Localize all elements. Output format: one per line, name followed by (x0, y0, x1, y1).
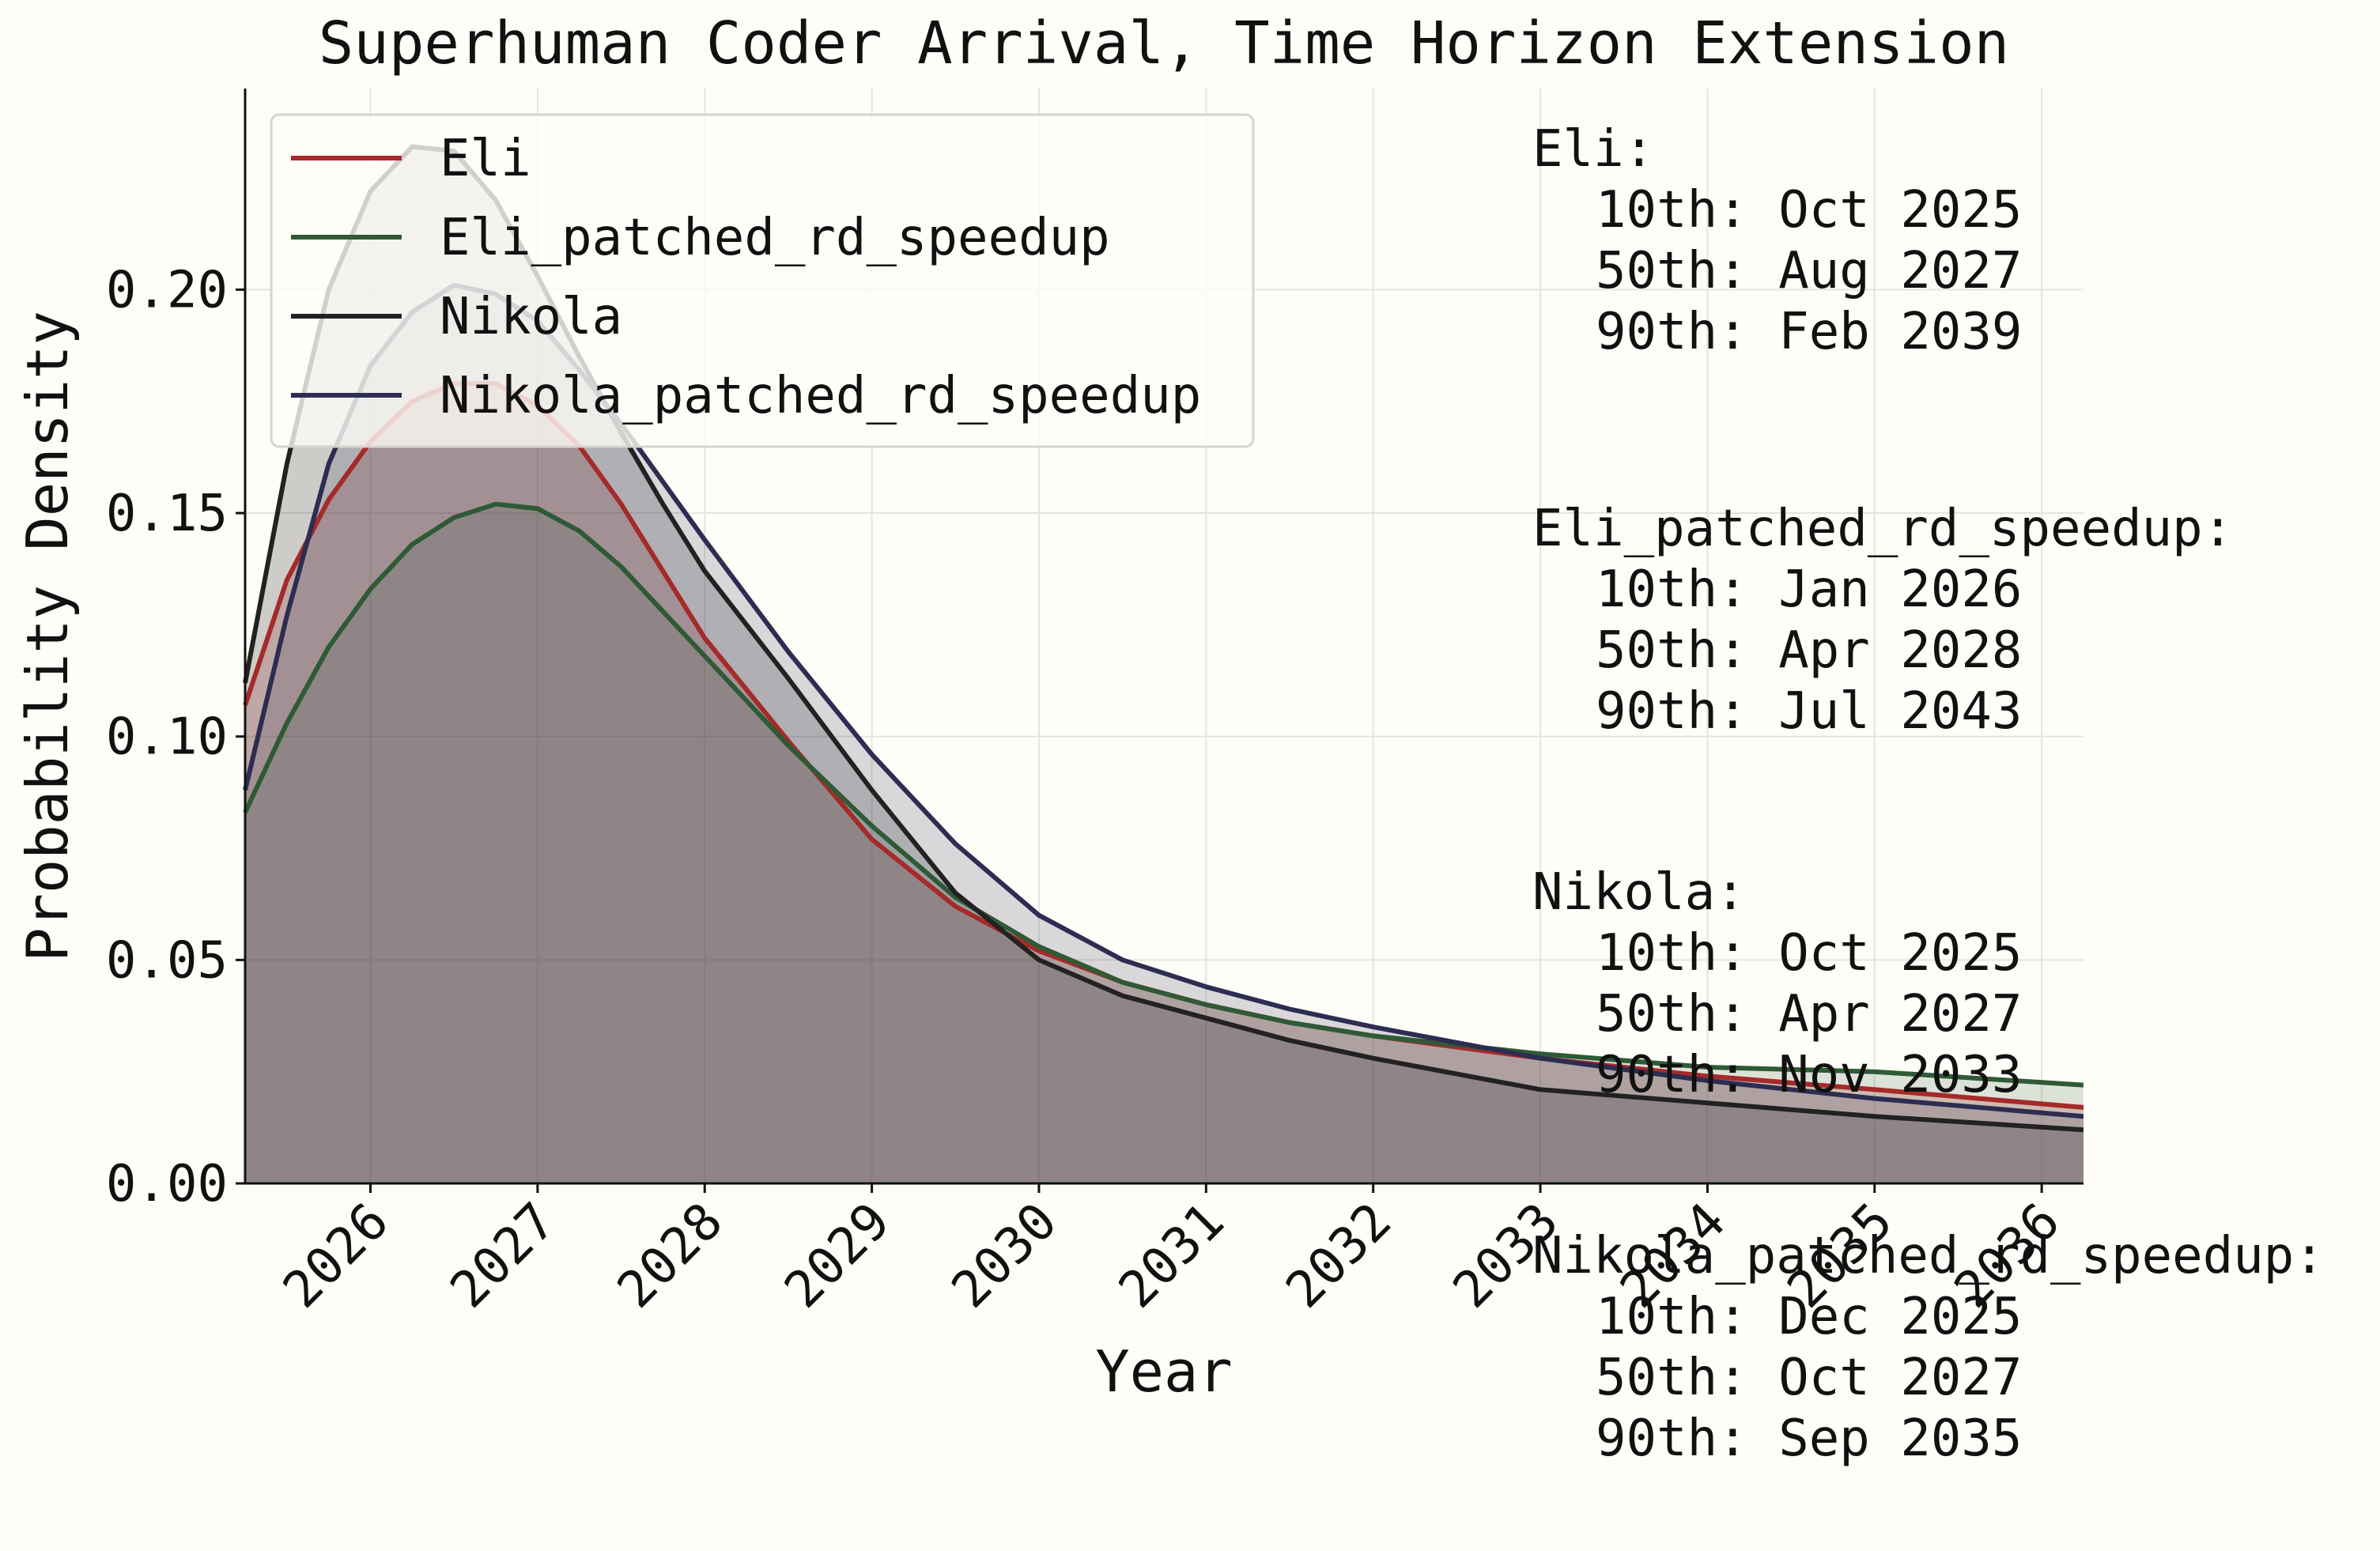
x-tick-label: 2031 (1108, 1192, 1235, 1319)
x-axis-label: Year (1095, 1338, 1232, 1405)
annotation-p10: 10th: Oct 2025 (1596, 181, 2022, 240)
annotation-p50: 50th: Apr 2027 (1596, 985, 2022, 1043)
annotation-label: Eli_patched_rd_speedup: (1532, 500, 2233, 558)
series-area-3 (245, 285, 2083, 1184)
annotation-p50: 50th: Aug 2027 (1596, 242, 2022, 300)
legend-entry: Nikola_patched_rd_speedup (440, 367, 1201, 425)
legend-entry: Eli (440, 130, 531, 188)
x-tick-label: 2029 (774, 1192, 901, 1319)
y-tick-label: 0.15 (106, 485, 228, 543)
y-tick-label: 0.00 (106, 1155, 228, 1213)
annotation-label: Nikola: (1532, 863, 1746, 922)
annotation-p50: 50th: Apr 2028 (1596, 621, 2022, 680)
legend: Eli Eli_patched_rd_speedup Nikola Nikola_pa… (270, 113, 1255, 448)
y-tick-label: 0.05 (106, 931, 228, 990)
annotation-p50: 50th: Oct 2027 (1596, 1349, 2022, 1407)
series-line-1 (243, 501, 2084, 1088)
x-tick-label: 2026 (273, 1192, 400, 1319)
annotation-label: Eli: (1532, 120, 1654, 179)
legend-entry: Eli_patched_rd_speedup (440, 209, 1110, 267)
annotation-p10: 10th: Dec 2025 (1596, 1288, 2022, 1346)
annotation-p10: 10th: Oct 2025 (1596, 924, 2022, 983)
annotation-p10: 10th: Jan 2026 (1596, 560, 2022, 619)
annotation-p90: 90th: Nov 2033 (1596, 1046, 2022, 1104)
legend-entry: Nikola (440, 288, 622, 346)
series-area-0 (245, 383, 2083, 1184)
x-tick-label: 2030 (941, 1192, 1068, 1319)
legend-box (270, 113, 1255, 448)
x-tick-label: 2032 (1275, 1192, 1403, 1319)
series-area-2 (245, 146, 2083, 1183)
series-areas (245, 146, 2083, 1184)
annotation-p90: 90th: Jul 2043 (1596, 682, 2022, 741)
annotation-label: Nikola_patched_rd_speedup: (1532, 1227, 2325, 1285)
x-tick-label: 2027 (440, 1192, 567, 1319)
y-axis-label: Probability Density (14, 311, 81, 962)
y-tick-label: 0.20 (106, 261, 228, 319)
y-tick-label: 0.10 (106, 708, 228, 767)
annotation-p90: 90th: Sep 2035 (1596, 1409, 2022, 1468)
series-area-1 (245, 504, 2083, 1183)
chart-title: Superhuman Coder Arrival, Time Horizon E… (319, 9, 2009, 77)
x-tick-label: 2028 (606, 1192, 734, 1319)
y-ticks: 0.00 0.05 0.10 0.15 0.20 (106, 261, 245, 1213)
annotation-p90: 90th: Feb 2039 (1596, 303, 2022, 361)
